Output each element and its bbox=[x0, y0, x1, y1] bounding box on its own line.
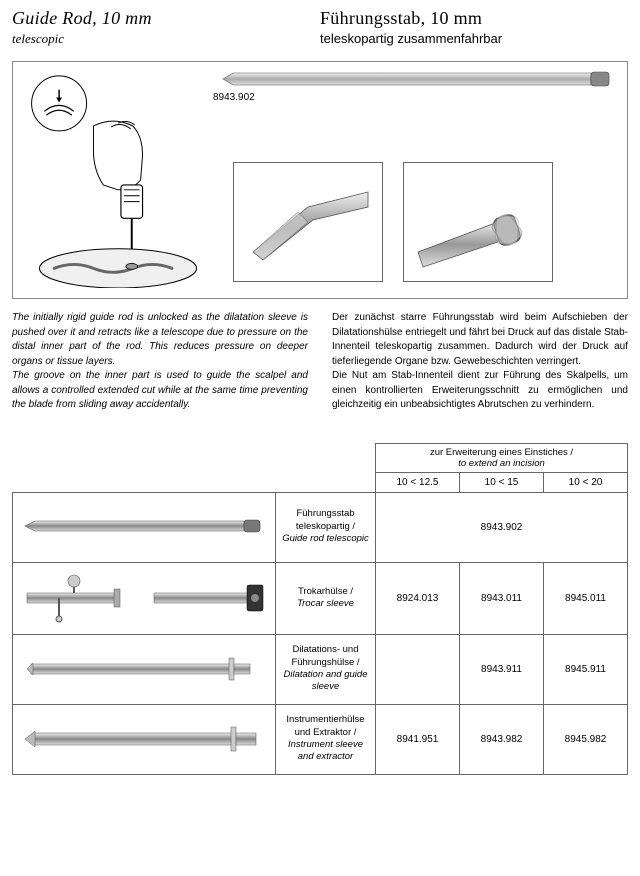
header-merge-en: to extend an incision bbox=[458, 458, 545, 469]
description-de: Der zunächst starre Führungsstab wird be… bbox=[332, 311, 628, 413]
rod-top-illustration bbox=[213, 70, 619, 88]
description-en: The initially rigid guide rod is unlocke… bbox=[12, 311, 308, 413]
row-3-image bbox=[13, 704, 276, 774]
header-merge-de: zur Erweiterung eines Einstiches / bbox=[430, 447, 573, 458]
desc-de-p2: Die Nut am Stab-Innenteil dient zur Führ… bbox=[332, 369, 628, 413]
row-0-image bbox=[13, 492, 276, 562]
table-row: Führungsstab teleskopartig / Guide rod t… bbox=[13, 492, 628, 562]
trocar-sleeve-icon bbox=[19, 567, 269, 627]
row-1-cell-0: 8924.013 bbox=[376, 562, 460, 634]
row-3-cell-0: 8941.951 bbox=[376, 704, 460, 774]
row-2-cell-2: 8945.911 bbox=[544, 634, 628, 704]
desc-en-p1: The initially rigid guide rod is unlocke… bbox=[12, 311, 308, 369]
row-2-label-en: Dilatation and guide sleeve bbox=[284, 669, 368, 692]
tip-detail-icon bbox=[238, 172, 378, 272]
row-0-label-en: Guide rod telescopic bbox=[282, 533, 369, 544]
col-2-header: 10 < 15 bbox=[460, 472, 544, 492]
row-0-label: Führungsstab teleskopartig / Guide rod t… bbox=[276, 492, 376, 562]
detail-box-cap bbox=[403, 162, 553, 282]
detail-boxes bbox=[233, 162, 553, 282]
blank-header-2 bbox=[276, 443, 376, 492]
row-0-label-de: Führungsstab teleskopartig / bbox=[296, 508, 355, 531]
desc-de-p1: Der zunächst starre Führungsstab wird be… bbox=[332, 311, 628, 369]
row-1-label-de: Trokarhülse / bbox=[298, 586, 353, 597]
detail-box-tip bbox=[233, 162, 383, 282]
header-left: Guide Rod, 10 mm telescopic bbox=[12, 8, 320, 47]
row-2-label: Dilatations- und Führungshülse / Dilatat… bbox=[276, 634, 376, 704]
desc-en-p2: The groove on the inner part is used to … bbox=[12, 369, 308, 413]
row-3-cell-1: 8943.982 bbox=[460, 704, 544, 774]
row-1-cell-1: 8943.011 bbox=[460, 562, 544, 634]
row-1-image bbox=[13, 562, 276, 634]
table-row: Trokarhülse / Trocar sleeve 8924.013 894… bbox=[13, 562, 628, 634]
row-1-label: Trokarhülse / Trocar sleeve bbox=[276, 562, 376, 634]
hand-rod-icon bbox=[23, 72, 213, 288]
table-header-row-1: zur Erweiterung eines Einstiches / to ex… bbox=[13, 443, 628, 472]
row-1-cell-2: 8945.011 bbox=[544, 562, 628, 634]
row-3-label-de: Instrumentierhülse und Extraktor / bbox=[286, 714, 364, 737]
col-3-header: 10 < 20 bbox=[544, 472, 628, 492]
title-left: Guide Rod, 10 mm bbox=[12, 8, 320, 29]
row-2-image bbox=[13, 634, 276, 704]
header: Guide Rod, 10 mm telescopic Führungsstab… bbox=[12, 8, 628, 47]
illustration-panel: 8943.902 bbox=[12, 61, 628, 299]
header-right: Führungsstab, 10 mm teleskopartig zusamm… bbox=[320, 8, 628, 47]
table-row: Instrumentierhülse und Extraktor / Instr… bbox=[13, 704, 628, 774]
row-0-merged-cell: 8943.902 bbox=[376, 492, 628, 562]
instrument-sleeve-icon bbox=[19, 718, 269, 758]
blank-header-1 bbox=[13, 443, 276, 492]
spec-table: zur Erweiterung eines Einstiches / to ex… bbox=[12, 443, 628, 775]
main-illustration bbox=[23, 72, 213, 288]
row-2-label-de: Dilatations- und Führungshülse / bbox=[291, 644, 359, 667]
table-row: Dilatations- und Führungshülse / Dilatat… bbox=[13, 634, 628, 704]
title-right: Führungsstab, 10 mm bbox=[320, 8, 628, 29]
subtitle-left: telescopic bbox=[12, 31, 320, 47]
description-row: The initially rigid guide rod is unlocke… bbox=[12, 311, 628, 413]
cap-detail-icon bbox=[408, 172, 548, 272]
subtitle-right: teleskopartig zusammenfahrbar bbox=[320, 31, 628, 46]
row-3-cell-2: 8945.982 bbox=[544, 704, 628, 774]
guide-rod-icon bbox=[19, 511, 269, 541]
row-3-label: Instrumentierhülse und Extraktor / Instr… bbox=[276, 704, 376, 774]
rod-part-number: 8943.902 bbox=[213, 92, 255, 103]
dilatation-sleeve-icon bbox=[19, 648, 269, 688]
row-3-label-en: Instrument sleeve and extractor bbox=[288, 739, 363, 762]
header-merge: zur Erweiterung eines Einstiches / to ex… bbox=[376, 443, 628, 472]
col-1-header: 10 < 12.5 bbox=[376, 472, 460, 492]
rod-icon bbox=[213, 70, 619, 88]
row-1-label-en: Trocar sleeve bbox=[297, 598, 354, 609]
row-2-cell-0 bbox=[376, 634, 460, 704]
row-2-cell-1: 8943.911 bbox=[460, 634, 544, 704]
